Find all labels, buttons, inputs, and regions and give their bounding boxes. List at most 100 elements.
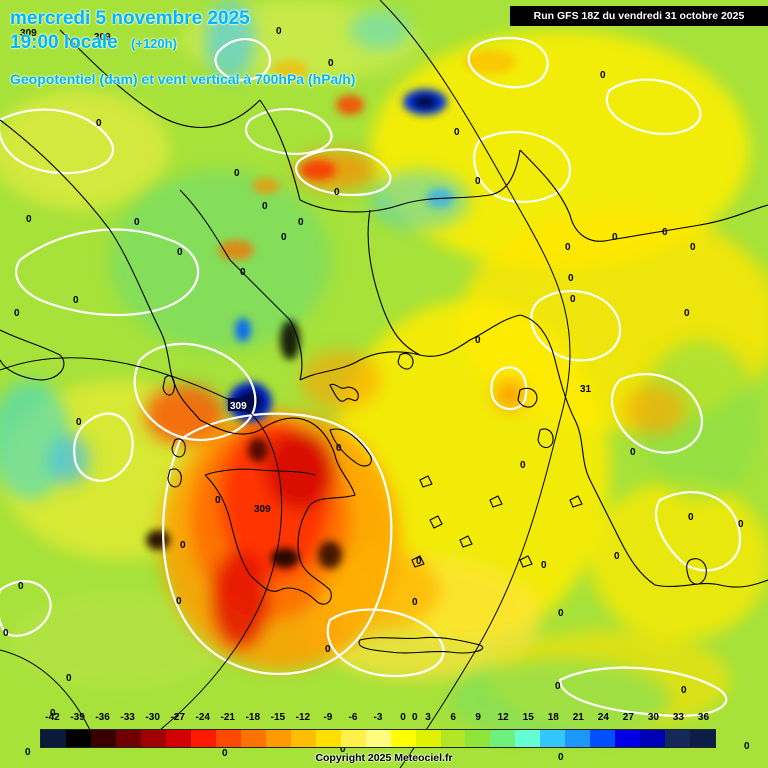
zero-marker: 0 xyxy=(570,294,576,305)
zero-marker: 0 xyxy=(334,187,340,198)
legend-swatch xyxy=(41,730,66,747)
legend-swatch xyxy=(65,730,91,747)
copyright-notice: Copyright 2025 Meteociel.fr xyxy=(315,752,453,764)
contour-value-labels: 309 309 309 309 31 xyxy=(20,28,592,515)
run-info-banner: Run GFS 18Z du vendredi 31 octobre 2025 xyxy=(510,6,768,26)
zero-marker: 0 xyxy=(336,443,342,454)
zero-marker: 0 xyxy=(475,176,481,187)
legend-tick-label: -39 xyxy=(70,712,85,723)
zero-marker: 0 xyxy=(66,673,72,684)
zero-marker: 0 xyxy=(555,681,561,692)
legend-swatch xyxy=(640,730,666,747)
legend-swatch xyxy=(240,730,266,747)
zero-marker: 0 xyxy=(612,232,618,243)
zero-marker: 0 xyxy=(568,273,574,284)
zero-marker: 0 xyxy=(134,217,140,228)
legend-swatch xyxy=(440,730,466,747)
zero-marker: 0 xyxy=(520,460,526,471)
legend-swatch xyxy=(665,730,691,747)
zero-marker: 0 xyxy=(325,644,331,655)
zero-marker: 0 xyxy=(558,608,564,619)
legend-swatch xyxy=(490,730,516,747)
zero-marker: 0 xyxy=(281,232,287,243)
legend-swatch xyxy=(515,730,541,747)
contour-label-box-309-a xyxy=(228,398,250,411)
zero-marker: 0 xyxy=(690,242,696,253)
legend-swatch xyxy=(590,730,616,747)
legend-swatch xyxy=(690,730,716,747)
legend-tick-label: 6 xyxy=(450,712,456,723)
legend-tick-label: -21 xyxy=(220,712,235,723)
zero-marker: 0 xyxy=(240,267,246,278)
zero-marker: 0 xyxy=(180,540,186,551)
forecast-date: mercredi 5 novembre 2025 xyxy=(10,8,250,29)
zero-marker: 0 xyxy=(662,227,668,238)
legend-tick-label: -42 xyxy=(45,712,60,723)
legend-tick-label: -27 xyxy=(170,712,185,723)
legend-swatch xyxy=(615,730,641,747)
color-legend: -42 -39 -36 -33 -30 -27 -24 -21 -18 -15 -12 -9 -6 -3 0… xyxy=(40,712,716,750)
legend-swatch xyxy=(415,730,441,747)
zero-marker: 0 xyxy=(412,712,418,723)
forecast-time: 19:00 locale (+120h) xyxy=(10,32,177,54)
legend-tick-label: -15 xyxy=(270,712,286,723)
zero-markers: 0 0 0 0 0 0 0 0 0 0 0 0 0 0 0 0 0 0 0 0 0 0 0 0 0 0 0 0 0 0 0 0 0 0 0 0 0 0 0 0… xyxy=(3,26,750,763)
legend-swatch xyxy=(390,730,416,747)
zero-marker: 0 xyxy=(262,201,268,212)
zero-marker: 0 xyxy=(73,295,79,306)
legend-swatch xyxy=(365,730,391,747)
forecast-lead-time: (+120h) xyxy=(131,36,177,51)
zero-marker: 0 xyxy=(600,70,606,81)
zero-marker: 0 xyxy=(50,708,56,719)
forecast-local-time: 19:00 locale xyxy=(10,32,118,53)
legend-tick-labels: -42 -39 -36 -33 -30 -27 -24 -21 -18 -15 -12 -9 -6 -3 0… xyxy=(40,712,716,726)
legend-swatch xyxy=(340,730,366,747)
zero-marker: 0 xyxy=(276,26,282,37)
contour-label-309-c: 309 xyxy=(20,28,37,39)
legend-tick-label: -36 xyxy=(95,712,110,723)
legend-tick-label: -9 xyxy=(323,712,333,723)
zero-marker: 0 xyxy=(215,495,221,506)
legend-tick-label: 30 xyxy=(647,712,659,723)
legend-tick-label: 15 xyxy=(522,712,534,723)
legend-swatch xyxy=(565,730,591,747)
zero-marker: 0 xyxy=(412,597,418,608)
legend-swatch xyxy=(290,730,316,747)
zero-marker: 0 xyxy=(454,127,460,138)
legend-swatch xyxy=(215,730,241,747)
zero-marker: 0 xyxy=(541,560,547,571)
legend-tick-label: -30 xyxy=(145,712,160,723)
field-blobs-warm xyxy=(145,150,685,670)
zero-marker: 0 xyxy=(234,168,240,179)
zero-contours xyxy=(0,37,742,717)
legend-tick-label: 33 xyxy=(672,712,684,723)
zero-marker: 0 xyxy=(222,748,228,759)
zero-marker: 0 xyxy=(25,747,31,758)
legend-swatch xyxy=(465,730,491,747)
zero-marker: 0 xyxy=(14,308,20,319)
legend-tick-label: 24 xyxy=(597,712,609,723)
zero-marker: 0 xyxy=(565,242,571,253)
zero-marker: 0 xyxy=(298,217,304,228)
zero-marker: 0 xyxy=(744,741,750,752)
legend-tick-label: -24 xyxy=(195,712,210,723)
legend-swatch xyxy=(165,730,191,747)
zero-marker: 0 xyxy=(688,512,694,523)
zero-marker: 0 xyxy=(630,447,636,458)
legend-swatch xyxy=(265,730,291,747)
field-label-31: 31 xyxy=(580,384,592,395)
zero-marker: 0 xyxy=(738,519,744,530)
legend-tick-label: 27 xyxy=(622,712,634,723)
zero-marker: 0 xyxy=(684,308,690,319)
legend-tick-label: -33 xyxy=(120,712,135,723)
legend-color-bar xyxy=(40,729,716,748)
coastlines xyxy=(0,29,768,654)
zero-marker: 0 xyxy=(96,118,102,129)
legend-swatch xyxy=(140,730,166,747)
zero-marker: 0 xyxy=(416,556,422,567)
contour-label-309-d: 309 xyxy=(94,32,111,43)
zero-marker: 0 xyxy=(340,744,346,755)
zero-marker: 0 xyxy=(475,335,481,346)
